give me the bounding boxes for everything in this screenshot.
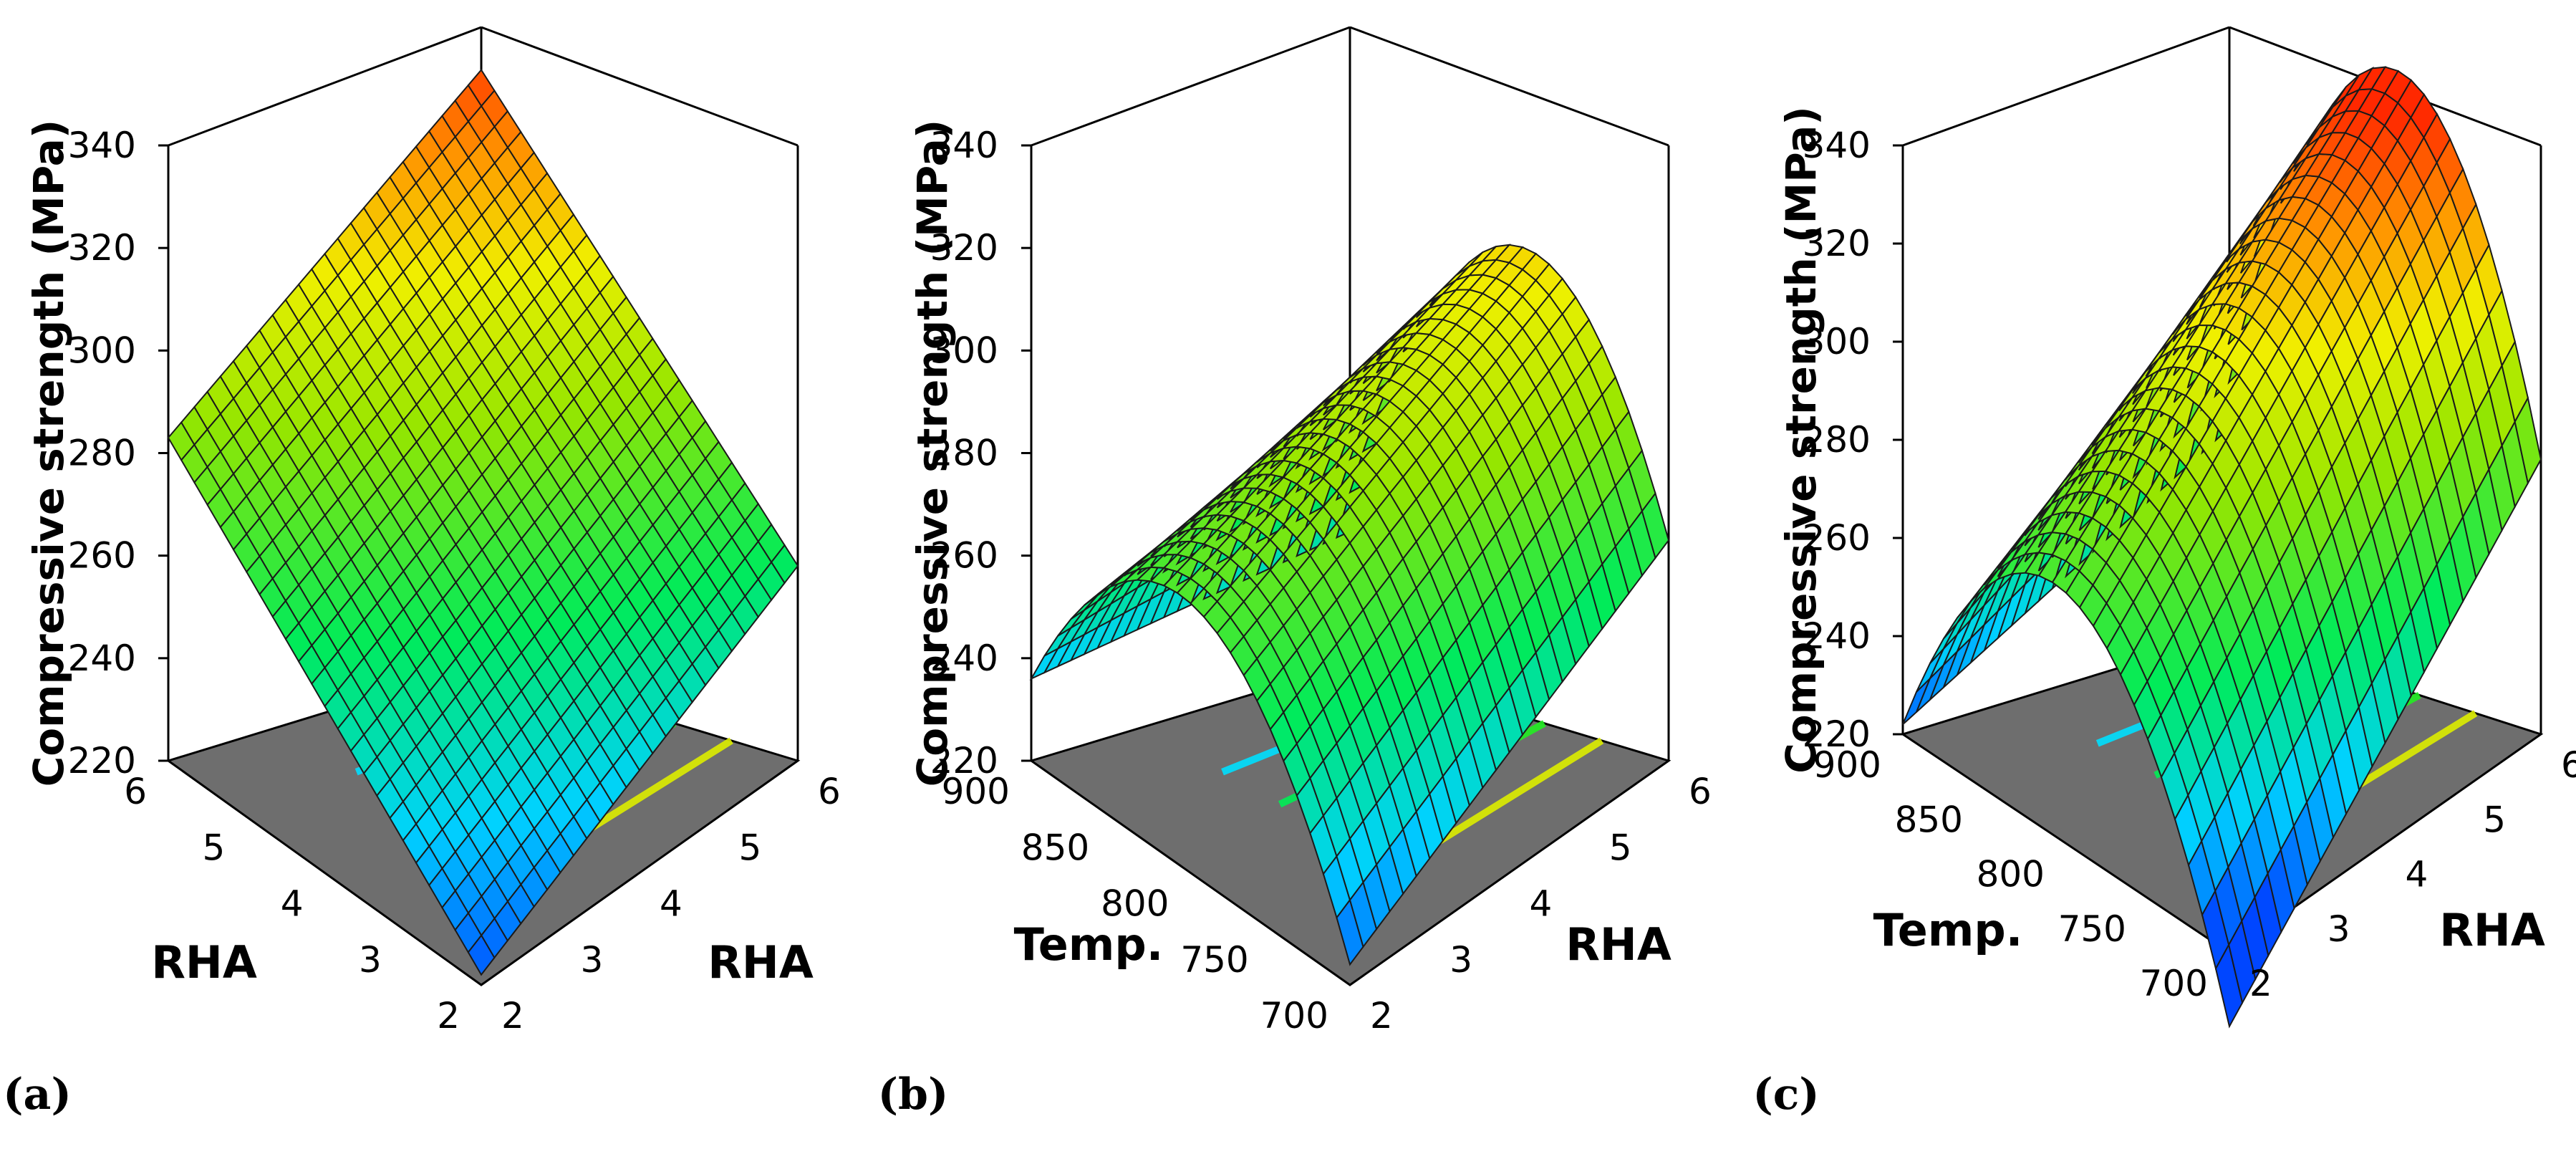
z-tick-label: 240 [68, 638, 136, 679]
y-tick-label: 4 [1530, 883, 1553, 925]
surface-mesh [167, 68, 799, 976]
y-tick-label: 3 [1449, 939, 1472, 981]
z-tick-label: 320 [68, 227, 136, 269]
z-tick-label: 220 [1803, 713, 1871, 755]
z-tick-label: 340 [68, 125, 136, 166]
x-tick-label: 900 [942, 771, 1010, 812]
y-tick-label: 6 [818, 771, 841, 812]
z-tick-label: 340 [1803, 125, 1871, 166]
y-tick-label: 3 [581, 939, 604, 981]
x-tick-label: 750 [1180, 939, 1248, 981]
x-tick-label: 750 [2058, 908, 2126, 950]
y-tick-label: 5 [1609, 827, 1632, 868]
x-tick-label: 3 [359, 939, 382, 981]
x-tick-label: 850 [1021, 827, 1089, 868]
x-tick-label: 850 [1895, 799, 1963, 840]
z-tick-label: 280 [1803, 419, 1871, 461]
surface-cell [1641, 491, 1670, 560]
z-tick-label: 260 [68, 535, 136, 577]
frame-top-left-edge [168, 26, 482, 147]
frame-top-left-edge [1902, 26, 2230, 147]
x-tick-label: 700 [1260, 995, 1328, 1037]
x-tick-label: 900 [1813, 744, 1881, 786]
z-tick-label: 240 [930, 638, 998, 679]
y-tick-label: 2 [1370, 995, 1393, 1037]
z-tick-label: 300 [930, 330, 998, 371]
x-tick-label: 4 [281, 883, 304, 925]
x-tick-label: 6 [124, 771, 147, 812]
y-tick-label: 2 [2249, 963, 2272, 1004]
y-tick-label: 5 [2483, 799, 2506, 840]
z-axis-title: Compressive strength (MPa) [24, 120, 73, 787]
x-tick-label: 800 [1977, 854, 2045, 895]
z-tick-label: 220 [930, 740, 998, 782]
z-tick-label: 340 [930, 125, 998, 166]
y-tick-label: 6 [1689, 771, 1712, 812]
x-tick-label: 800 [1101, 883, 1169, 925]
z-tick-label: 320 [1803, 223, 1871, 264]
y-axis-label: RHA [708, 936, 814, 989]
z-tick-label: 320 [930, 227, 998, 269]
surface-mesh [1029, 244, 1670, 966]
z-axis-title: Compressive strength (MPa) [1777, 106, 1825, 774]
x-axis-label: Temp. [1873, 904, 2023, 956]
y-tick-label: 2 [501, 995, 524, 1037]
y-tick-label: 4 [660, 883, 682, 925]
y-tick-label: 4 [2406, 854, 2428, 895]
surface-cell [770, 544, 799, 585]
y-tick-label: 6 [2561, 744, 2576, 786]
frame-top-left-edge [1031, 26, 1351, 147]
frame-top-right-edge [1349, 26, 1669, 147]
z-tick-label: 300 [68, 330, 136, 371]
x-axis-label: RHA [151, 936, 257, 989]
z-tick-label: 260 [930, 535, 998, 577]
x-tick-label: 2 [437, 995, 460, 1037]
x-axis-label: Temp. [1014, 918, 1164, 971]
x-tick-label: 700 [2140, 963, 2208, 1004]
z-tick-label: 220 [68, 740, 136, 782]
y-axis-label: RHA [2439, 904, 2545, 956]
panel-label: (a) [3, 1069, 72, 1120]
surface-cell [2514, 395, 2542, 486]
z-tick-label: 280 [930, 433, 998, 474]
panel-label: (c) [1752, 1069, 1819, 1120]
z-tick-label: 280 [68, 433, 136, 474]
z-axis-title: Compressive strength (MPa) [908, 120, 957, 787]
z-tick-label: 260 [1803, 517, 1871, 559]
panel-label: (b) [878, 1069, 949, 1120]
frame-top-right-edge [481, 26, 799, 147]
x-tick-label: 5 [202, 827, 225, 868]
z-tick-label: 240 [1803, 615, 1871, 657]
surface-mesh [1902, 66, 2542, 1029]
y-tick-label: 3 [2327, 908, 2350, 950]
y-tick-label: 5 [739, 827, 762, 868]
z-tick-label: 300 [1803, 321, 1871, 362]
y-axis-label: RHA [1566, 918, 1671, 971]
